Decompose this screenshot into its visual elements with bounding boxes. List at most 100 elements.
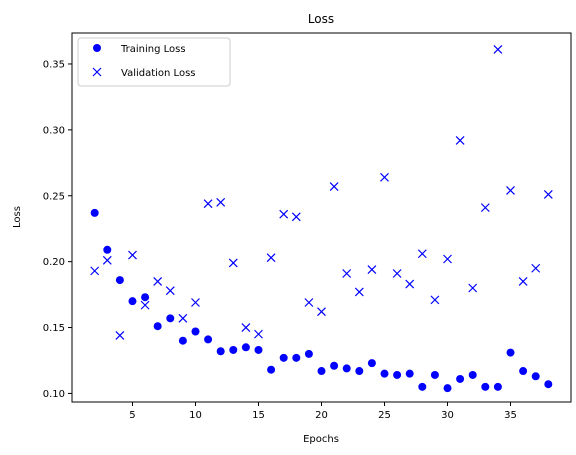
x-tick-label: 10 xyxy=(189,410,202,421)
training-loss-point xyxy=(418,382,427,391)
training-loss-point xyxy=(481,382,490,391)
training-loss-point xyxy=(317,367,326,376)
validation-loss-point xyxy=(153,276,163,286)
validation-loss-point xyxy=(354,287,364,297)
validation-loss-point xyxy=(329,182,339,191)
training-loss-point xyxy=(430,370,439,379)
validation-loss-point xyxy=(443,254,452,264)
validation-loss-point xyxy=(342,269,352,278)
x-tick-label: 20 xyxy=(315,410,328,421)
training-loss-point xyxy=(279,353,288,362)
training-loss-point xyxy=(544,380,553,389)
y-tick-label: 0.30 xyxy=(43,125,65,136)
x-tick-label: 15 xyxy=(252,410,265,421)
y-axis: 0.10 0.15 0.20 0.25 0.30 0.35 xyxy=(43,59,72,400)
validation-loss-point xyxy=(405,279,415,289)
validation-loss-point xyxy=(304,298,314,307)
validation-loss-point xyxy=(531,263,541,273)
training-loss-point xyxy=(355,367,364,376)
validation-loss-point xyxy=(128,250,137,260)
validation-loss-point xyxy=(254,329,263,339)
legend-label-validation: Validation Loss xyxy=(121,68,196,79)
validation-loss-point xyxy=(279,209,289,219)
x-axis-label: Epochs xyxy=(303,434,339,445)
training-loss-point xyxy=(191,327,200,336)
legend-marker-validation xyxy=(92,67,102,77)
x-tick-label: 25 xyxy=(378,410,391,421)
training-loss-point xyxy=(330,361,339,370)
training-loss-point xyxy=(393,370,402,379)
training-loss-point xyxy=(342,364,351,373)
data-marks xyxy=(90,45,553,393)
plot-frame xyxy=(71,32,572,403)
y-tick-label: 0.20 xyxy=(43,257,65,268)
validation-loss-point xyxy=(228,258,238,268)
validation-loss-point xyxy=(241,323,251,332)
training-loss-point xyxy=(405,369,414,378)
training-loss-point xyxy=(216,347,225,356)
validation-loss-point xyxy=(518,276,528,286)
validation-loss-point xyxy=(203,199,213,209)
validation-loss-point xyxy=(480,203,490,213)
validation-loss-point xyxy=(468,283,478,293)
training-loss-point xyxy=(367,359,376,368)
legend-marker-training xyxy=(93,44,101,52)
validation-loss-point xyxy=(543,190,553,199)
training-loss-point xyxy=(443,384,452,393)
chart-title: Loss xyxy=(308,12,334,26)
training-loss-point xyxy=(178,336,187,345)
validation-loss-point xyxy=(317,307,326,317)
y-tick-label: 0.35 xyxy=(43,59,65,70)
plot-area xyxy=(71,32,572,403)
training-loss-point xyxy=(103,245,112,254)
validation-loss-point xyxy=(417,249,427,259)
y-axis-label: Loss xyxy=(12,206,23,228)
x-tick-label: 5 xyxy=(129,410,135,421)
training-loss-point xyxy=(468,370,477,379)
training-loss-point xyxy=(90,208,99,217)
legend-label-training: Training Loss xyxy=(120,44,186,55)
training-loss-point xyxy=(304,349,313,358)
training-loss-point xyxy=(506,348,515,357)
validation-loss-point xyxy=(455,135,465,145)
legend-box xyxy=(77,37,231,87)
x-axis: 5 10 15 20 25 30 35 xyxy=(129,402,517,421)
legend: Training Loss Validation Loss xyxy=(77,37,231,87)
training-loss-point xyxy=(456,374,465,383)
x-tick-label: 30 xyxy=(441,410,454,421)
training-loss-point xyxy=(153,322,162,331)
training-loss-point xyxy=(229,345,238,354)
validation-loss-point xyxy=(291,212,301,222)
training-loss-point xyxy=(531,372,540,381)
validation-loss-point xyxy=(165,286,175,296)
validation-loss-point xyxy=(115,331,125,340)
validation-loss-point xyxy=(266,253,276,263)
training-loss-point xyxy=(241,343,250,352)
validation-loss-point xyxy=(506,186,515,195)
validation-loss-point xyxy=(140,300,150,310)
validation-loss-point xyxy=(191,298,200,307)
validation-loss-point xyxy=(178,313,188,323)
training-loss-point xyxy=(254,345,263,354)
validation-loss-point xyxy=(380,172,389,182)
y-tick-label: 0.25 xyxy=(43,191,65,202)
validation-loss-point xyxy=(216,197,226,207)
validation-loss-point xyxy=(493,45,503,54)
validation-loss-point xyxy=(367,265,377,274)
training-loss-point xyxy=(493,382,502,391)
validation-loss-point xyxy=(102,255,112,265)
training-loss-point xyxy=(380,369,389,378)
training-loss-point xyxy=(267,365,276,374)
y-tick-label: 0.10 xyxy=(43,389,65,400)
y-tick-label: 0.15 xyxy=(43,323,65,334)
training-loss-point xyxy=(292,353,301,362)
training-loss-point xyxy=(128,297,137,306)
training-loss-point xyxy=(166,314,175,323)
training-loss-point xyxy=(519,367,528,376)
validation-loss-point xyxy=(430,295,440,305)
validation-loss-point xyxy=(90,266,100,276)
x-tick-label: 35 xyxy=(504,410,517,421)
training-loss-point xyxy=(115,276,124,285)
training-loss-point xyxy=(204,335,213,344)
